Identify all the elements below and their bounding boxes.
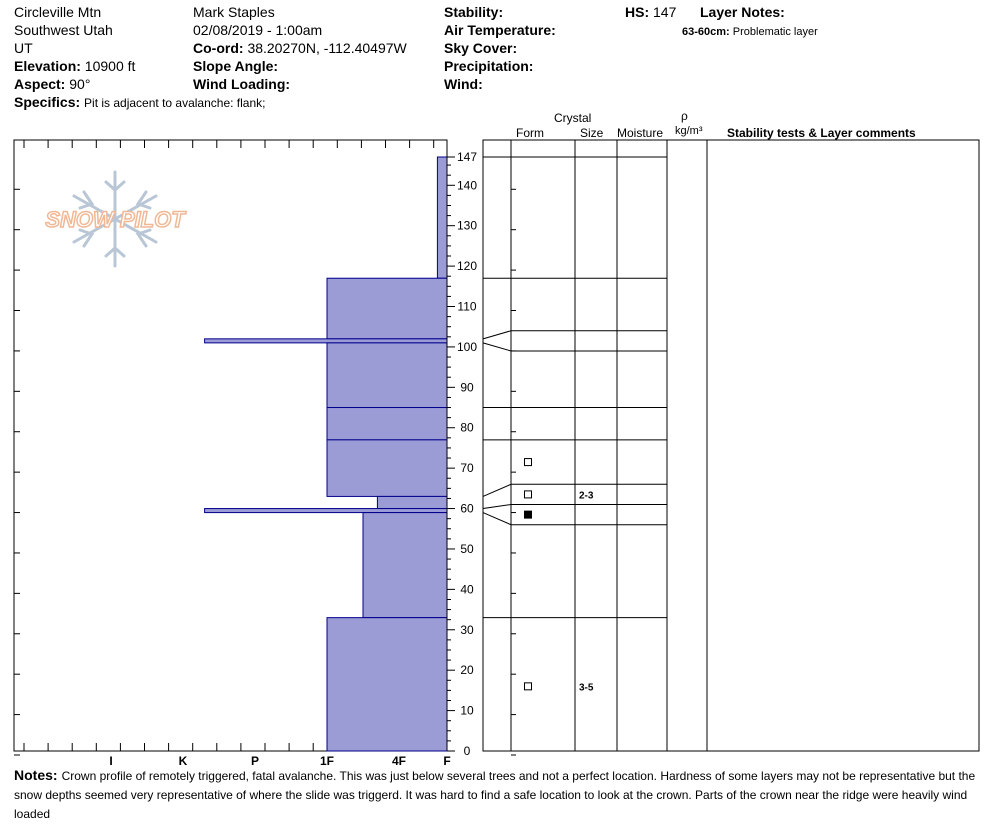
aspect: Aspect: 90° <box>14 76 90 92</box>
snow-height: HS: 147 <box>625 4 676 20</box>
location: Circleville Mtn <box>14 4 102 20</box>
sky-cover-label: Sky Cover: <box>444 40 518 56</box>
depth-tick-label: 80 <box>460 421 474 435</box>
depth-tick-label: 70 <box>460 461 474 475</box>
hardness-layer <box>326 439 448 497</box>
precipitation-label: Precipitation: <box>444 58 534 74</box>
depth-axis: 0 10 20 30 40 50 60 70 80 90 100 110 120 130 140 147 <box>446 140 477 758</box>
depth-tick-label: 90 <box>460 380 474 394</box>
depth-tick-label: 0 <box>464 744 471 758</box>
depth-tick-label: 60 <box>460 502 474 516</box>
crystal-markers: 2-3 3-5 <box>524 458 594 693</box>
hs-value: 147 <box>653 4 677 20</box>
specifics: Specifics: Pit is adjacent to avalanche:… <box>14 94 265 111</box>
crystal-form-icon <box>524 490 532 499</box>
notes-text: Crown profile of remotely triggered, fat… <box>14 769 976 821</box>
hardness-layer <box>362 512 448 619</box>
layer-note-depth: 63-60cm: <box>682 26 730 38</box>
layer-boundary-line <box>482 504 667 510</box>
depth-tick-label: 40 <box>460 582 474 596</box>
aspect-label: Aspect: <box>14 76 66 92</box>
wind-label: Wind: <box>444 76 483 92</box>
moisture-header: Moisture <box>617 126 664 140</box>
density-unit-header: kg/m³ <box>675 125 703 137</box>
depth-tick-label: 147 <box>457 150 477 164</box>
depth-tick-label: 100 <box>457 340 477 354</box>
hardness-layer <box>326 617 448 752</box>
form-header: Form <box>516 126 544 140</box>
elevation: Elevation: 10900 ft <box>14 58 135 74</box>
snowpilot-logo: SNOW PILOT <box>45 170 187 268</box>
snowpilot-logo-text: SNOW PILOT <box>45 207 186 232</box>
layer-note-text: Problematic layer <box>732 26 818 38</box>
coordinates: Co-ord: 38.20270N, -112.40497W <box>193 40 407 56</box>
crystal-header: Crystal <box>554 111 592 125</box>
layer-boundary-line <box>482 330 667 340</box>
notes-label: Notes: <box>14 767 58 783</box>
hardness-scale-label: K <box>179 754 188 768</box>
aspect-value: 90° <box>69 76 91 92</box>
depth-tick-label: 120 <box>457 259 477 273</box>
hardness-layers <box>204 156 448 752</box>
crystal-form-icon <box>524 510 532 519</box>
specifics-label: Specifics: <box>14 94 81 110</box>
hardness-layer <box>326 277 448 340</box>
depth-tick-label: 10 <box>460 704 474 718</box>
elevation-value: 10900 ft <box>84 58 136 74</box>
hardness-layer <box>326 407 448 441</box>
specifics-value: Pit is adjacent to avalanche: flank; <box>84 96 266 110</box>
depth-tick-label: 130 <box>457 219 477 233</box>
stability-label: Stability: <box>444 4 504 20</box>
slope-angle-label: Slope Angle: <box>193 58 279 74</box>
datetime: 02/08/2019 - 1:00am <box>193 22 323 38</box>
hardness-layer <box>204 508 448 514</box>
layer-boundary-line <box>482 342 667 352</box>
snowflake-icon <box>72 170 158 268</box>
region: Southwest Utah <box>14 22 113 38</box>
depth-tick-label: 110 <box>457 300 476 314</box>
hardness-layer <box>326 342 448 409</box>
crystal-size-label: 3-5 <box>579 682 594 693</box>
air-temp-label: Air Temperature: <box>444 22 556 38</box>
hardness-layer <box>204 338 448 344</box>
crystal-form-icon <box>524 458 532 467</box>
layer-note: 63-60cm: Problematic layer <box>682 24 818 40</box>
depth-tick-label: 140 <box>457 178 477 192</box>
hardness-layer <box>436 156 448 279</box>
hardness-scale-label: F <box>443 754 450 768</box>
notes: Notes: Crown profile of remotely triggere… <box>14 766 989 824</box>
layer-boundary-line <box>482 483 667 497</box>
depth-tick-label: 20 <box>460 663 474 677</box>
observer: Mark Staples <box>193 4 275 20</box>
depth-tick-label: 50 <box>460 542 474 556</box>
size-header: Size <box>580 126 604 140</box>
coord-value: 38.20270N, -112.40497W <box>247 40 407 56</box>
hs-label: HS: <box>625 4 650 20</box>
wind-loading-label: Wind Loading: <box>193 76 291 92</box>
coord-label: Co-ord: <box>193 40 244 56</box>
elevation-label: Elevation: <box>14 58 81 74</box>
hardness-layer <box>376 495 448 510</box>
layer-boundary-line <box>482 512 667 526</box>
rho-header: ρ <box>681 109 688 123</box>
hardness-scale-label: 4F <box>392 754 406 768</box>
hardness-profile: I K P 1F 4F F <box>13 139 451 768</box>
crystal-size-label: 2-3 <box>579 490 594 501</box>
layer-table-frame <box>482 139 980 752</box>
depth-tick-label: 30 <box>460 623 474 637</box>
crystal-form-icon <box>524 682 532 691</box>
layer-notes-label: Layer Notes: <box>700 4 785 20</box>
state: UT <box>14 40 33 56</box>
stability-comments-header: Stability tests & Layer comments <box>727 126 916 140</box>
hardness-scale-label: P <box>251 754 259 768</box>
hardness-scale-label: 1F <box>320 754 334 768</box>
hardness-scale-label: I <box>109 754 112 768</box>
layer-grid <box>482 139 980 756</box>
